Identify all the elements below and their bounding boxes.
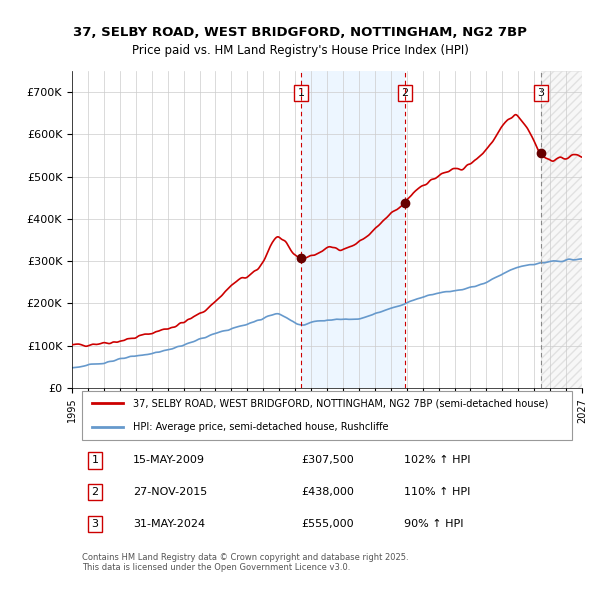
Text: HPI: Average price, semi-detached house, Rushcliffe: HPI: Average price, semi-detached house,… <box>133 422 389 432</box>
Bar <box>301 71 405 388</box>
Text: 27-NOV-2015: 27-NOV-2015 <box>133 487 208 497</box>
Text: 90% ↑ HPI: 90% ↑ HPI <box>404 519 463 529</box>
Bar <box>541 71 582 388</box>
FancyBboxPatch shape <box>82 391 572 440</box>
Text: 110% ↑ HPI: 110% ↑ HPI <box>404 487 470 497</box>
Text: 15-MAY-2009: 15-MAY-2009 <box>133 455 205 466</box>
Text: 37, SELBY ROAD, WEST BRIDGFORD, NOTTINGHAM, NG2 7BP (semi-detached house): 37, SELBY ROAD, WEST BRIDGFORD, NOTTINGH… <box>133 398 548 408</box>
Text: 3: 3 <box>537 88 544 98</box>
Text: 1: 1 <box>91 455 98 466</box>
Text: £555,000: £555,000 <box>302 519 354 529</box>
Text: 102% ↑ HPI: 102% ↑ HPI <box>404 455 470 466</box>
Text: £307,500: £307,500 <box>302 455 354 466</box>
Text: Contains HM Land Registry data © Crown copyright and database right 2025.
This d: Contains HM Land Registry data © Crown c… <box>82 553 409 572</box>
Text: 2: 2 <box>91 487 98 497</box>
Text: £438,000: £438,000 <box>302 487 355 497</box>
Text: Price paid vs. HM Land Registry's House Price Index (HPI): Price paid vs. HM Land Registry's House … <box>131 44 469 57</box>
Text: 31-MAY-2024: 31-MAY-2024 <box>133 519 205 529</box>
Text: 2: 2 <box>401 88 409 98</box>
Text: 1: 1 <box>298 88 305 98</box>
Text: 37, SELBY ROAD, WEST BRIDGFORD, NOTTINGHAM, NG2 7BP: 37, SELBY ROAD, WEST BRIDGFORD, NOTTINGH… <box>73 26 527 39</box>
Text: 3: 3 <box>91 519 98 529</box>
